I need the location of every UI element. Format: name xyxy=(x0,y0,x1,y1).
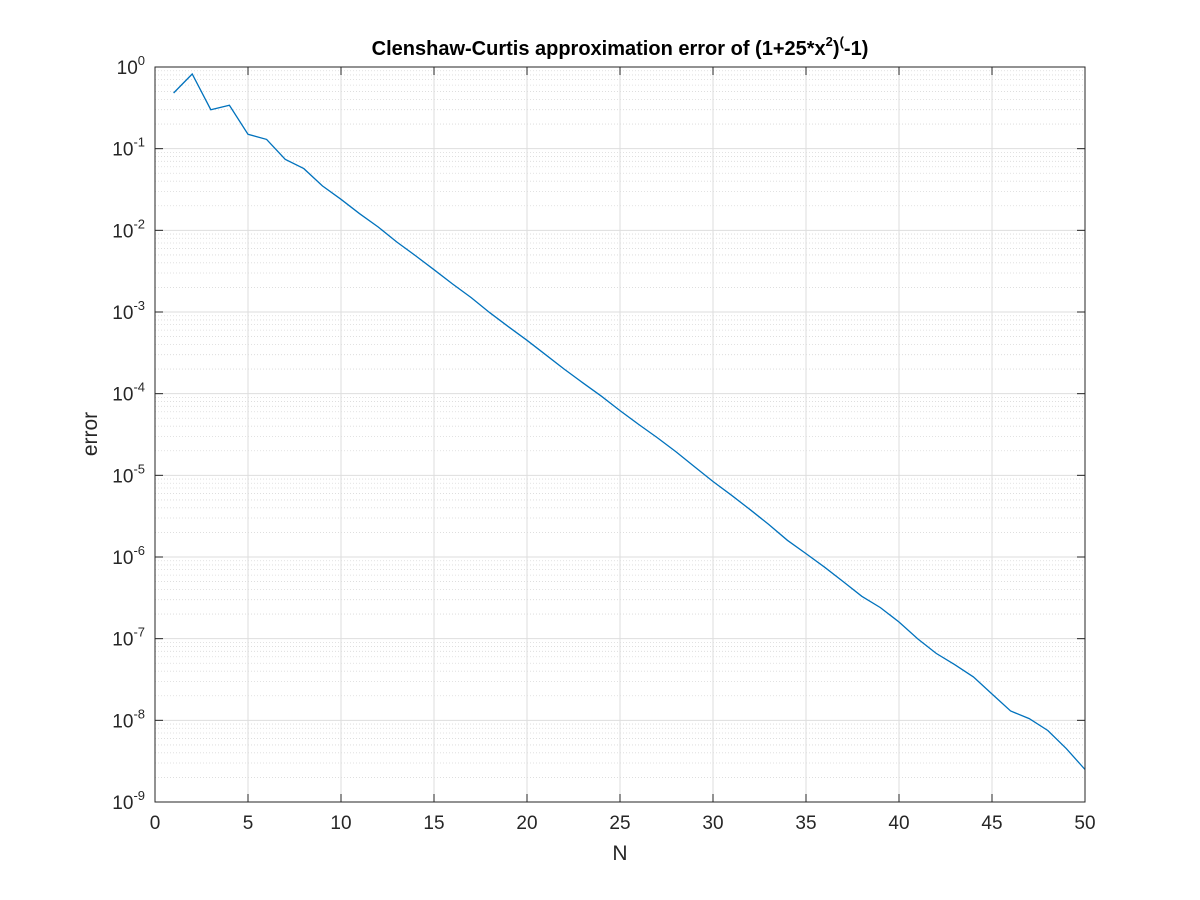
y-tick-label: 10-3 xyxy=(112,298,145,324)
y-tick-label: 10-6 xyxy=(112,543,145,569)
chart-title: Clenshaw-Curtis approximation error of (… xyxy=(372,34,869,60)
series-line xyxy=(173,72,1086,770)
x-tick-label: 20 xyxy=(516,813,537,834)
x-tick-label: 15 xyxy=(423,813,444,834)
y-tick-label: 10-8 xyxy=(112,706,145,732)
x-tick-label: 30 xyxy=(702,813,723,834)
y-tick-label: 100 xyxy=(117,53,145,79)
x-axis-label: N xyxy=(612,842,627,865)
x-tick-label: 10 xyxy=(330,813,351,834)
y-tick-label: 10-7 xyxy=(112,625,145,651)
x-tick-label: 45 xyxy=(981,813,1002,834)
x-tick-labels: 0 5 10 15 20 25 30 35 40 45 50 xyxy=(150,813,1096,834)
x-tick-label: 50 xyxy=(1074,813,1095,834)
y-tick-label: 10-5 xyxy=(112,461,145,487)
x-tick-label: 25 xyxy=(609,813,630,834)
x-tick-label: 0 xyxy=(150,813,161,834)
y-tick-label: 10-1 xyxy=(112,135,145,161)
y-tick-label: 10-2 xyxy=(112,216,145,242)
x-tick-label: 35 xyxy=(795,813,816,834)
axis-ticks xyxy=(154,66,1086,803)
y-tick-label: 10-9 xyxy=(112,788,145,814)
y-axis-label: error xyxy=(79,412,102,456)
y-tick-labels: 100 10-1 10-2 10-3 10-4 10-5 10-6 10-7 10-8 10-9 xyxy=(112,53,145,814)
y-tick-label: 10-4 xyxy=(112,380,145,406)
x-tick-label: 40 xyxy=(888,813,909,834)
x-tick-label: 5 xyxy=(243,813,254,834)
